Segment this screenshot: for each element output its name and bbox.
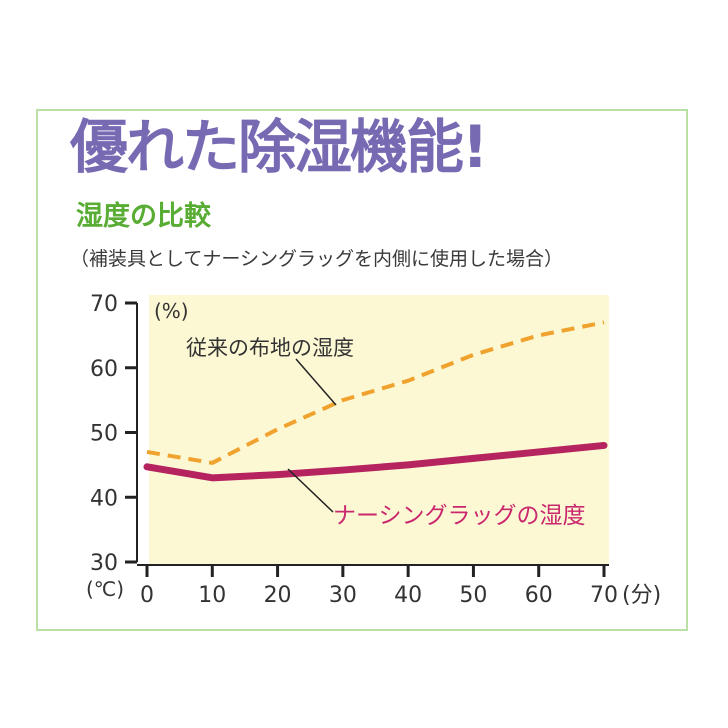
x-start-unit-label: (℃): [86, 577, 124, 601]
conventional-series-label: 従来の布地の湿度: [186, 336, 354, 360]
x-tick-label: 10: [198, 583, 226, 608]
y-tick-label: 70: [90, 292, 118, 317]
nursing-rag-series-label: ナーシングラッグの湿度: [333, 503, 586, 529]
y-tick-label: 50: [90, 422, 118, 447]
x-tick-label: 20: [264, 583, 292, 608]
y-tick-label: 40: [90, 486, 118, 511]
x-tick-label: 40: [394, 583, 422, 608]
x-axis: 0 10 20 30 40 50 60 70 (℃) (分): [86, 565, 661, 608]
x-tick-label: 70: [590, 583, 618, 608]
x-unit-label: (分): [622, 583, 661, 608]
y-tick-label: 60: [90, 357, 118, 382]
y-tick-label: 30: [90, 551, 118, 576]
x-tick-label: 30: [329, 583, 357, 608]
x-tick-label: 50: [459, 583, 487, 608]
y-unit-label: (%): [154, 299, 189, 323]
x-tick-label: 60: [525, 583, 553, 608]
x-tick-label: 0: [140, 583, 154, 608]
